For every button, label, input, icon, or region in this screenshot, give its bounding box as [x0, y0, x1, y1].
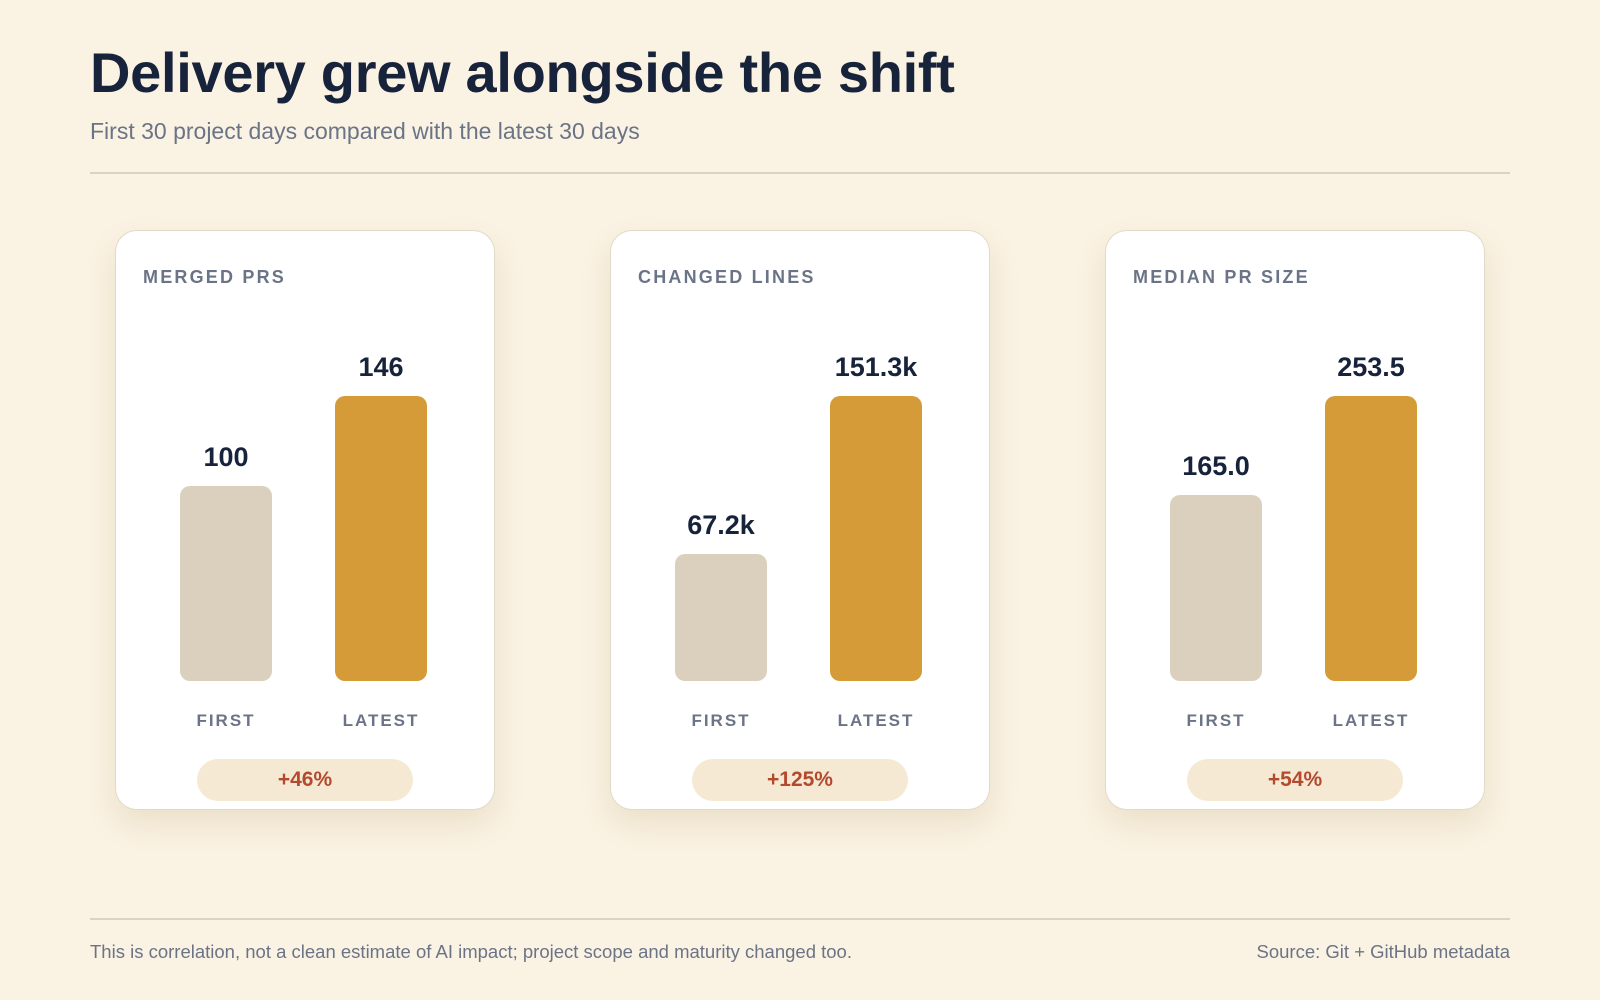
first-value-label: 165.0 — [1182, 451, 1250, 482]
chart-card-merged-prs: MERGED PRS 100 146 FIRST LATEST +46% — [115, 230, 495, 810]
chart-title: CHANGED LINES — [638, 267, 816, 287]
change-badge: +125% — [692, 759, 908, 801]
page-title: Delivery grew alongside the shift — [90, 41, 955, 104]
latest-value-label: 253.5 — [1337, 352, 1405, 382]
latest-bar — [1325, 396, 1417, 681]
latest-category-label: LATEST — [342, 711, 420, 730]
header-divider — [90, 172, 1510, 174]
first-value-label: 100 — [203, 441, 249, 472]
first-bar — [1170, 495, 1262, 681]
first-category-label: FIRST — [196, 711, 256, 730]
page-subtitle: First 30 project days compared with the … — [90, 118, 640, 144]
latest-category-label: LATEST — [1332, 711, 1410, 730]
latest-category-label: LATEST — [837, 711, 915, 730]
change-badge: +46% — [197, 759, 413, 801]
source-note: Source: Git + GitHub metadata — [1256, 941, 1510, 962]
chart-title: MERGED PRS — [143, 267, 287, 287]
first-value-label: 67.2k — [687, 510, 755, 541]
chart-title: MEDIAN PR SIZE — [1133, 267, 1310, 287]
footer-divider — [90, 918, 1510, 920]
change-badge: +54% — [1187, 759, 1403, 801]
latest-bar — [335, 396, 427, 681]
latest-value-label: 146 — [358, 352, 404, 382]
first-bar — [675, 554, 767, 681]
latest-bar — [830, 396, 922, 681]
footnote: This is correlation, not a clean estimat… — [90, 941, 852, 962]
first-category-label: FIRST — [691, 711, 751, 730]
first-bar — [180, 485, 272, 681]
chart-card-changed-lines: CHANGED LINES 67.2k 151.3k FIRST LATEST … — [610, 230, 990, 810]
latest-value-label: 151.3k — [834, 352, 918, 382]
chart-card-median-pr-size: MEDIAN PR SIZE 165.0 253.5 FIRST LATEST … — [1105, 230, 1485, 810]
first-category-label: FIRST — [1186, 711, 1246, 730]
